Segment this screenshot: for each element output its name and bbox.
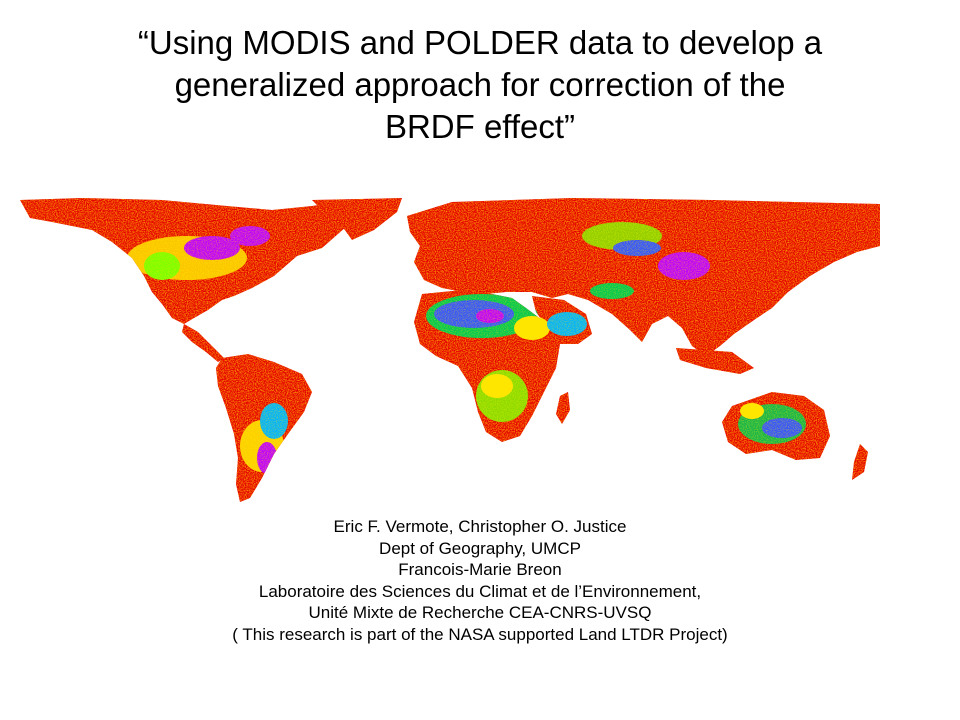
credit-line: Eric F. Vermote, Christopher O. Justice bbox=[333, 517, 627, 536]
title-line: generalized approach for correction of t… bbox=[174, 66, 786, 103]
credit-line: Laboratoire des Sciences du Climat et de… bbox=[258, 581, 702, 601]
slide-title: “Using MODIS and POLDER data to develop … bbox=[60, 22, 900, 148]
title-line: BRDF effect” bbox=[384, 108, 576, 145]
author-credits: Eric F. Vermote, Christopher O. Justice … bbox=[60, 516, 900, 645]
credit-line: Unité Mixte de Recherche CEA-CNRS-UVSQ bbox=[308, 603, 652, 622]
credit-line: Dept of Geography, UMCP bbox=[379, 538, 581, 558]
credit-line: Francois-Marie Breon bbox=[398, 560, 562, 579]
credit-line: ( This research is part of the NASA supp… bbox=[232, 624, 728, 644]
title-line: “Using MODIS and POLDER data to develop … bbox=[137, 24, 823, 61]
world-brdf-map bbox=[20, 198, 880, 502]
